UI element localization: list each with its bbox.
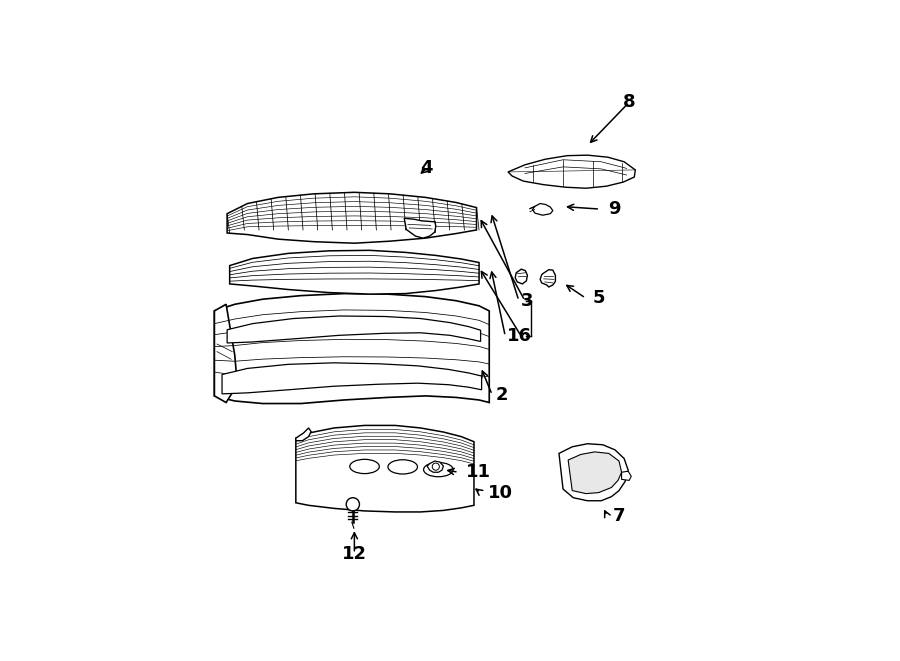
Polygon shape — [559, 444, 628, 501]
Text: 11: 11 — [466, 463, 491, 481]
Text: 4: 4 — [420, 159, 433, 177]
Text: 3: 3 — [521, 292, 534, 310]
Polygon shape — [508, 155, 635, 188]
Polygon shape — [533, 204, 553, 215]
Text: 7: 7 — [613, 507, 626, 525]
Ellipse shape — [424, 463, 453, 477]
Text: 8: 8 — [623, 93, 635, 111]
Text: 16: 16 — [507, 327, 532, 345]
Polygon shape — [230, 251, 479, 294]
Text: 10: 10 — [488, 484, 513, 502]
Circle shape — [346, 498, 359, 511]
Polygon shape — [540, 270, 555, 287]
Polygon shape — [222, 363, 482, 394]
Ellipse shape — [388, 460, 418, 474]
Text: 12: 12 — [342, 545, 367, 563]
Polygon shape — [622, 471, 631, 481]
Text: 2: 2 — [496, 386, 508, 404]
Polygon shape — [214, 293, 490, 403]
Polygon shape — [568, 452, 622, 494]
Ellipse shape — [350, 459, 379, 473]
Polygon shape — [214, 304, 238, 403]
Text: 9: 9 — [608, 200, 620, 218]
Polygon shape — [227, 316, 481, 343]
Polygon shape — [515, 269, 527, 284]
Polygon shape — [296, 426, 474, 512]
Polygon shape — [227, 192, 476, 243]
Circle shape — [432, 463, 439, 470]
Polygon shape — [404, 218, 436, 238]
Polygon shape — [428, 461, 444, 472]
Polygon shape — [296, 428, 311, 441]
Text: 5: 5 — [592, 289, 605, 307]
